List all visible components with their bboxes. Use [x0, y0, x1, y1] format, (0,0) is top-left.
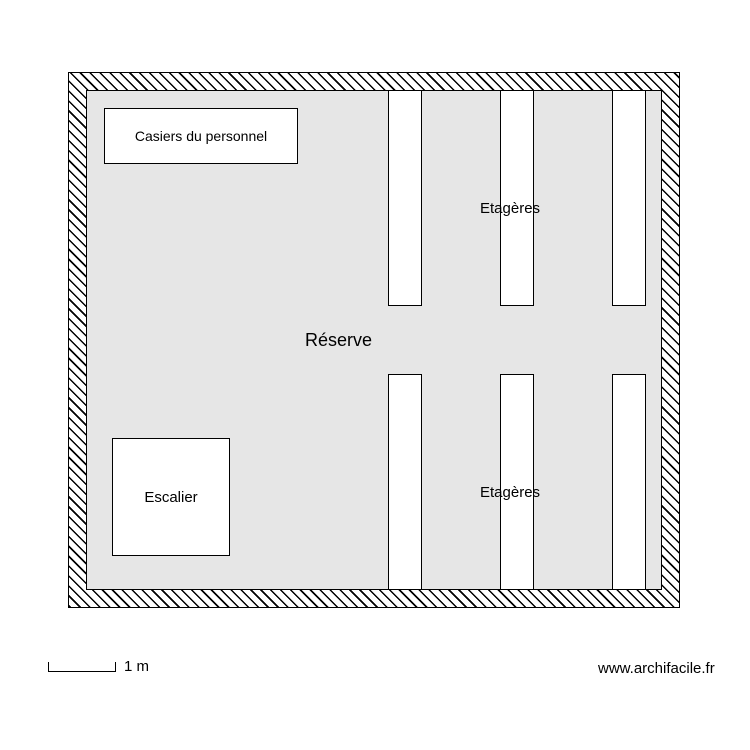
- shelf-bottom-1: [388, 374, 422, 590]
- shelf-label-bottom: Etagères: [480, 484, 540, 501]
- room-label: Réserve: [305, 330, 372, 351]
- watermark-text: www.archifacile.fr: [598, 660, 715, 677]
- casiers-box: Casiers du personnel: [104, 108, 298, 164]
- shelf-top-1: [388, 90, 422, 306]
- floorplan-canvas: Casiers du personnel Escalier Réserve Et…: [0, 0, 750, 750]
- shelf-label-top: Etagères: [480, 200, 540, 217]
- escalier-box: Escalier: [112, 438, 230, 556]
- shelf-bottom-3: [612, 374, 646, 590]
- shelf-top-2: [500, 90, 534, 306]
- escalier-label: Escalier: [144, 489, 197, 506]
- casiers-label: Casiers du personnel: [135, 128, 267, 144]
- shelf-bottom-2: [500, 374, 534, 590]
- scale-label: 1 m: [124, 658, 149, 675]
- scale-bar: [48, 662, 116, 672]
- shelf-top-3: [612, 90, 646, 306]
